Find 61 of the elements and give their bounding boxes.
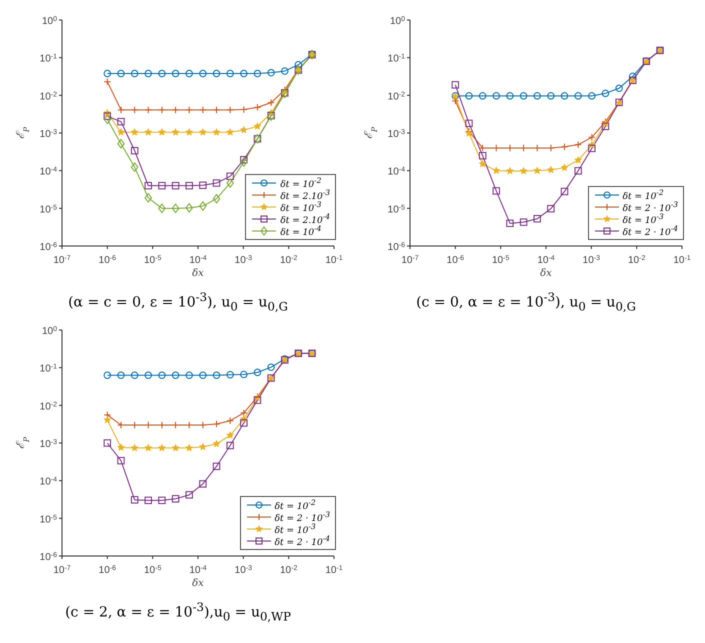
y-tick-label: 10$^{-3}$ <box>40 438 58 450</box>
y-tick-label: 10$^{-3}$ <box>40 128 58 140</box>
x-tick-label: 10$^{-7}$ <box>53 564 71 576</box>
x-tick-label: 10$^{-5}$ <box>144 564 162 576</box>
x-tick-label: 10$^{-3}$ <box>234 564 252 576</box>
x-axis-title: δx <box>540 268 552 279</box>
y-tick-label: 10$^{-4}$ <box>40 166 58 178</box>
text: (α = c = 0, ε = 10$^{-3}$), u$_{0}$ = u$_{0,G}$ <box>67 290 289 314</box>
y-tick-label: 10$^{-1}$ <box>40 363 58 375</box>
x-tick-label: 10$^{-4}$ <box>189 254 207 266</box>
y-tick-label: 10$^{-5}$ <box>40 514 58 526</box>
legend-label: δt = 10$^{-2}$ <box>274 498 316 512</box>
x-tick-label: 10$^{-1}$ <box>325 254 343 266</box>
x-tick-label: 10$^{-3}$ <box>234 254 252 266</box>
x-tick-label: 10$^{-5}$ <box>492 254 510 266</box>
x-axis-title: δx <box>192 268 204 279</box>
x-tick-label: 10$^{-5}$ <box>144 254 162 266</box>
y-tick-label: 10$^{0}$ <box>390 16 406 27</box>
y-tick-label: 10$^{-4}$ <box>40 476 58 488</box>
x-tick-label: 10$^{-1}$ <box>325 564 343 576</box>
x-tick-label: 10$^{-6}$ <box>98 564 116 576</box>
legend-label: δt = 2 · 10$^{-4}$ <box>622 224 678 238</box>
legend-label: δt = 2 · 10$^{-4}$ <box>274 534 330 548</box>
legend-label: δt = 2.10$^{-3}$ <box>280 188 330 202</box>
y-tick-label: 10$^{0}$ <box>42 16 58 27</box>
legend-label: δt = 10$^{-3}$ <box>622 212 664 226</box>
x-tick-label: 10$^{-3}$ <box>582 254 600 266</box>
y-tick-label: 10$^{-6}$ <box>388 242 406 253</box>
y-tick-label: 10$^{-5}$ <box>40 204 58 216</box>
x-tick-label: 10$^{-4}$ <box>189 564 207 576</box>
y-tick-label: 10$^{-2}$ <box>40 400 58 412</box>
y-tick-label: 10$^{-2}$ <box>388 90 406 102</box>
y-tick-label: 10$^{-1}$ <box>40 53 58 65</box>
x-tick-label: 10$^{-2}$ <box>628 254 646 266</box>
x-tick-label: 10$^{-7}$ <box>401 254 419 266</box>
y-tick-label: 10$^{0}$ <box>42 326 58 337</box>
legend-label: δt = 10$^{-3}$ <box>274 522 316 536</box>
y-tick-label: 10$^{-3}$ <box>388 128 406 140</box>
y-tick-label: 10$^{-2}$ <box>40 90 58 102</box>
x-axis-title: δx <box>192 578 204 589</box>
x-tick-label: 10$^{-7}$ <box>53 254 71 266</box>
y-tick-label: 10$^{-1}$ <box>388 53 406 65</box>
x-tick-label: 10$^{-2}$ <box>280 254 298 266</box>
x-tick-label: 10$^{-2}$ <box>280 564 298 576</box>
x-tick-label: 10$^{-1}$ <box>673 254 691 266</box>
legend-label: δt = 2 · 10$^{-3}$ <box>274 510 330 524</box>
y-tick-label: 10$^{-5}$ <box>388 204 406 216</box>
legend-label: δt = 10$^{-2}$ <box>280 176 322 190</box>
legend-label: δt = 10$^{-4}$ <box>280 224 322 238</box>
text: (c = 2, α = ε = 10$^{-3}$),u$_{0}$ = u$_{0,WP}$ <box>64 600 292 624</box>
legend-label: δt = 10$^{-2}$ <box>622 188 664 202</box>
y-tick-label: 10$^{-4}$ <box>388 166 406 178</box>
y-tick-label: 10$^{-6}$ <box>40 242 58 253</box>
legend-label: δt = 2.10$^{-4}$ <box>280 212 330 226</box>
x-tick-label: 10$^{-6}$ <box>446 254 464 266</box>
y-tick-label: 10$^{-6}$ <box>40 552 58 563</box>
x-tick-label: 10$^{-4}$ <box>537 254 555 266</box>
text: (c = 0, α = ε = 10$^{-3}$), u$_{0}$ = u$_{0,G}$ <box>415 290 637 314</box>
legend-label: δt = 10$^{-3}$ <box>280 200 322 214</box>
x-tick-label: 10$^{-6}$ <box>98 254 116 266</box>
legend-label: δt = 2 · 10$^{-3}$ <box>622 200 678 214</box>
